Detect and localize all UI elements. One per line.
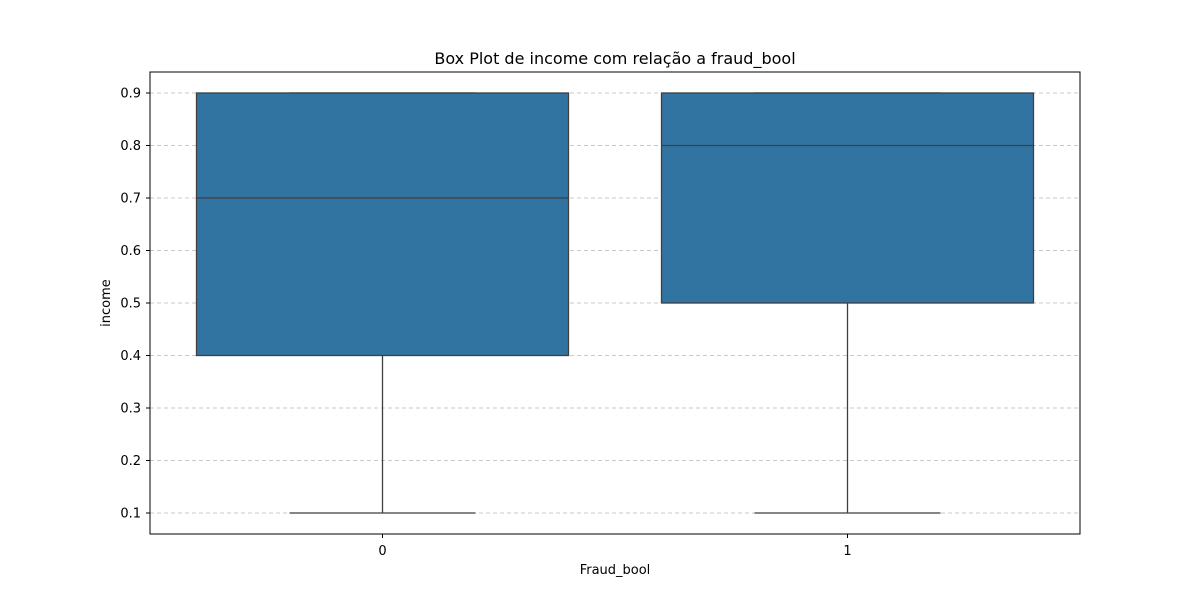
y-tick-label: 0.8 (120, 139, 141, 154)
box-1 (660, 92, 1035, 514)
y-tick-label: 0.7 (120, 192, 141, 207)
y-tick-label: 0.5 (120, 297, 141, 312)
x-tick-label: 1 (843, 544, 851, 559)
x-tick-label: 0 (378, 544, 386, 559)
box-iqr (660, 92, 1035, 304)
y-axis-ticks: 0.1 0.2 0.3 0.4 0.5 0.6 0.7 0.8 0.9 (120, 87, 150, 522)
box-0 (195, 92, 570, 514)
y-tick-label: 0.2 (120, 454, 141, 469)
y-axis-label: income (99, 279, 114, 327)
y-tick-label: 0.9 (120, 87, 141, 102)
x-axis-label: Fraud_bool (580, 563, 651, 578)
boxes (195, 92, 1035, 514)
y-tick-label: 0.3 (120, 402, 141, 417)
box-iqr (195, 92, 570, 357)
y-tick-label: 0.1 (120, 507, 141, 522)
chart-title: Box Plot de income com relação a fraud_b… (434, 49, 795, 69)
y-tick-label: 0.4 (120, 349, 141, 364)
y-tick-label: 0.6 (120, 244, 141, 259)
